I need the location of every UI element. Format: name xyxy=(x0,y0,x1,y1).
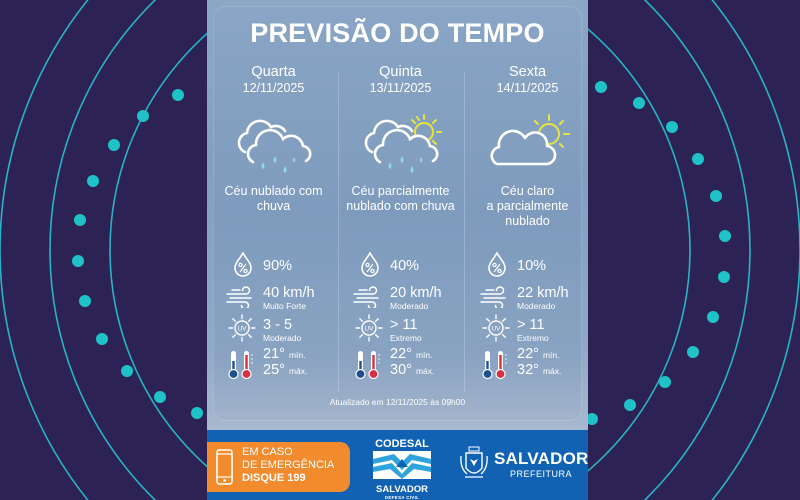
svg-text:UV: UV xyxy=(491,326,501,333)
day-column-quarta: Quarta 12/11/2025 Céu nublado com chuva xyxy=(211,64,336,394)
wind: 40 km/h Muito Forte xyxy=(211,282,336,314)
wind: 22 km/h Moderado xyxy=(465,282,588,314)
phone-icon xyxy=(216,449,233,485)
temp-min: 22° mín. xyxy=(517,346,560,362)
thermometer-icon xyxy=(482,351,507,380)
wind-icon xyxy=(353,286,379,308)
wind-speed: 40 km/h xyxy=(263,285,315,301)
temp-min: 22° mín. xyxy=(390,346,433,362)
wind-icon xyxy=(226,286,252,308)
uv-label: Extremo xyxy=(517,333,549,343)
temperature: 22° mín. 30° máx. xyxy=(338,347,463,381)
rain-chance: 10% xyxy=(465,251,588,283)
day-date: 14/11/2025 xyxy=(496,81,559,95)
day-column-sexta: Sexta 14/11/2025 Céu claro a parcialment… xyxy=(465,64,588,394)
wind: 20 km/h Moderado xyxy=(338,282,463,314)
svg-text:UV: UV xyxy=(364,326,374,333)
day-name: Sexta xyxy=(508,64,547,80)
wind-label: Muito Forte xyxy=(263,301,306,311)
temp-max: 30° máx. xyxy=(390,362,435,378)
forecast-card xyxy=(213,6,582,421)
rain-chance-value: 40% xyxy=(390,258,420,274)
day-date: 12/11/2025 xyxy=(242,81,305,95)
temperature: 22° mín. 32° máx. xyxy=(465,347,588,381)
uv-value: 3 - 5 xyxy=(263,317,293,333)
emergency-phone: DISQUE 199 xyxy=(242,472,306,484)
uv-label: Moderado xyxy=(263,333,302,343)
codesal-emblem-icon xyxy=(373,451,431,479)
forecast-panel: PREVISÃO DO TEMPO Quarta 12/11/2025 Céu … xyxy=(207,0,588,430)
emergency-line-1: EM CASO xyxy=(242,446,293,458)
rain-chance-value: 10% xyxy=(517,258,547,274)
uv-sun-icon: UV xyxy=(228,314,256,342)
wind-speed: 20 km/h xyxy=(390,285,442,301)
uv-index: UV > 11 Extremo xyxy=(338,313,463,345)
weather-description: Céu claro a parcialmente nublado xyxy=(486,184,569,228)
temperature: 21° mín. 25° máx. xyxy=(211,347,336,381)
svg-text:UV: UV xyxy=(237,326,247,333)
uv-value: > 11 xyxy=(517,317,545,333)
wind-icon xyxy=(480,286,506,308)
uv-label: Extremo xyxy=(390,333,422,343)
rain-percent-icon xyxy=(488,251,506,277)
prefeitura-salvador-logo: SALVADOR PREFEITURA xyxy=(454,446,588,486)
updated-timestamp: Atualizado em 12/11/2025 às 09h00 xyxy=(329,397,466,407)
rain-chance: 40% xyxy=(338,251,463,283)
uv-sun-icon: UV xyxy=(355,314,383,342)
temp-max: 32° máx. xyxy=(517,362,562,378)
day-name: Quarta xyxy=(251,64,296,80)
wind-label: Moderado xyxy=(517,301,556,311)
page-title: PREVISÃO DO TEMPO xyxy=(250,18,545,48)
salvador-crest-icon xyxy=(460,446,488,478)
emergency-banner: EM CASO DE EMERGÊNCIA DISQUE 199 xyxy=(207,442,350,492)
footer-bar: EM CASO DE EMERGÊNCIA DISQUE 199 CODESAL… xyxy=(207,430,588,500)
weather-description: Céu nublado com chuva xyxy=(224,184,323,213)
temp-max: 25° máx. xyxy=(263,362,308,378)
rain-chance: 90% xyxy=(211,251,336,283)
codesal-logo: CODESAL SALVADOR DEFESA CIVIL xyxy=(370,438,434,500)
rain-percent-icon xyxy=(361,251,379,277)
wind-speed: 22 km/h xyxy=(517,285,569,301)
column-divider xyxy=(464,72,465,392)
emergency-line-2: DE EMERGÊNCIA xyxy=(242,459,335,471)
weather-forecast-poster: PREVISÃO DO TEMPO Quarta 12/11/2025 Céu … xyxy=(207,0,588,500)
weather-description: Céu parcialmente nublado com chuva xyxy=(346,184,455,213)
day-date: 13/11/2025 xyxy=(369,81,432,95)
rain-percent-icon xyxy=(234,251,252,277)
thermometer-icon xyxy=(355,351,380,380)
dot-ring xyxy=(72,81,731,425)
day-name: Quinta xyxy=(379,64,422,80)
column-divider xyxy=(338,72,339,392)
uv-index: UV > 11 Extremo xyxy=(465,313,588,345)
thermometer-icon xyxy=(228,351,253,380)
uv-sun-icon: UV xyxy=(482,314,510,342)
cloud-sun-rain-icon xyxy=(364,114,442,173)
uv-index: UV 3 - 5 Moderado xyxy=(211,313,336,345)
cloud-sun-icon xyxy=(490,114,570,166)
temp-min: 21° mín. xyxy=(263,346,306,362)
uv-value: > 11 xyxy=(390,317,418,333)
wind-label: Moderado xyxy=(390,301,429,311)
cloud-rain-icon xyxy=(237,119,312,173)
day-column-quinta: Quinta 13/11/2025 Céu p xyxy=(338,64,463,394)
rain-chance-value: 90% xyxy=(263,258,293,274)
